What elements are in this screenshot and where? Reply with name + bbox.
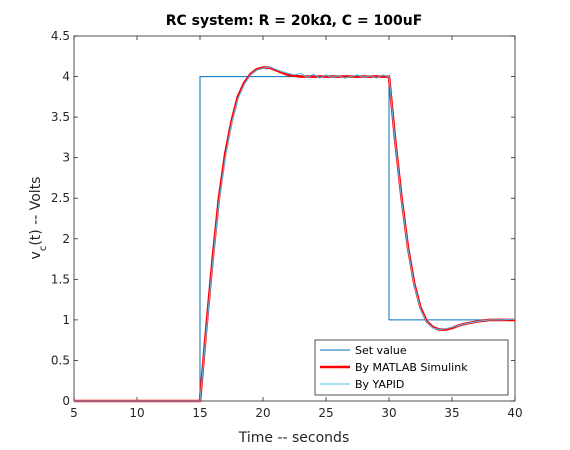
y-axis-label-rest: (t) -- Volts bbox=[28, 177, 44, 246]
y-tick-label: 3 bbox=[62, 151, 70, 165]
x-tick-label: 40 bbox=[507, 406, 522, 420]
y-axis-label-sub: c bbox=[38, 246, 49, 252]
x-tick-label: 25 bbox=[318, 406, 333, 420]
x-tick-label: 10 bbox=[129, 406, 144, 420]
y-tick-label: 4 bbox=[62, 70, 70, 84]
series-line-by-yapid bbox=[74, 66, 516, 402]
legend-label-set-value: Set value bbox=[355, 344, 407, 357]
x-axis-label: Time -- seconds bbox=[238, 430, 350, 446]
y-tick-label: 1.5 bbox=[51, 272, 70, 286]
y-tick-label: 0 bbox=[62, 394, 70, 408]
legend-label-by-matlab-simulink: By MATLAB Simulink bbox=[355, 361, 468, 374]
y-tick-label: 2.5 bbox=[51, 191, 70, 205]
y-tick-label: 4.5 bbox=[51, 29, 70, 43]
legend-label-by-yapid: By YAPID bbox=[355, 378, 404, 391]
axis-ticks: 5 10 15 20 25 30 35 40 0 0.5 1 1.5 2 2.5 3 3.5 4 4.5 bbox=[51, 29, 523, 420]
chart-legend: Set value By MATLAB Simulink By YAPID bbox=[314, 339, 509, 396]
data-series bbox=[74, 66, 516, 403]
x-tick-label: 5 bbox=[70, 406, 78, 420]
x-tick-label: 20 bbox=[255, 406, 270, 420]
x-tick-label: 35 bbox=[444, 406, 459, 420]
y-axis-label-main: v bbox=[28, 251, 44, 259]
x-tick-label: 30 bbox=[381, 406, 396, 420]
chart-title: RC system: R = 20kΩ, C = 100uF bbox=[166, 13, 423, 29]
y-tick-label: 1 bbox=[62, 313, 70, 327]
series-line-by-matlab-simulink bbox=[74, 66, 515, 403]
y-axis-label: vc(t) -- Volts bbox=[28, 177, 49, 260]
x-tick-label: 15 bbox=[192, 406, 207, 420]
y-tick-label: 3.5 bbox=[51, 110, 70, 124]
y-tick-label: 2 bbox=[62, 232, 70, 246]
y-tick-label: 0.5 bbox=[51, 353, 70, 367]
